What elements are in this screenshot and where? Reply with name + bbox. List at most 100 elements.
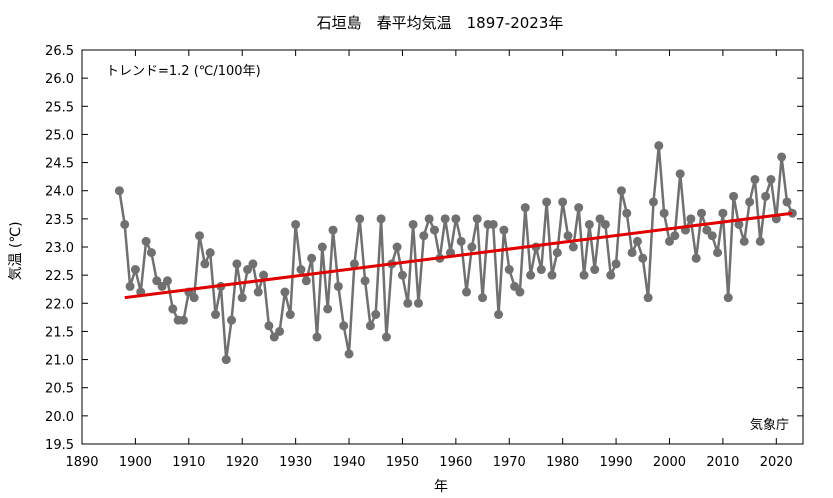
data-point	[462, 287, 472, 297]
data-point	[344, 349, 354, 359]
data-point	[616, 186, 626, 196]
x-tick-label: 2020	[760, 455, 793, 470]
data-point	[413, 298, 423, 308]
data-point	[659, 208, 669, 218]
data-point	[600, 219, 610, 229]
data-point	[429, 225, 439, 235]
y-tick-label: 25.5	[45, 100, 74, 115]
data-point	[627, 248, 637, 258]
data-point	[691, 253, 701, 263]
data-point	[713, 248, 723, 258]
data-point	[552, 248, 562, 258]
trend-line	[124, 211, 793, 300]
data-point	[643, 293, 653, 303]
data-point	[478, 293, 488, 303]
data-point	[333, 281, 343, 291]
data-point	[227, 315, 237, 325]
data-point	[467, 242, 477, 252]
data-point	[259, 270, 269, 280]
data-point	[745, 197, 755, 207]
data-point	[547, 270, 557, 280]
data-point	[269, 332, 279, 342]
data-point	[611, 259, 621, 269]
x-tick-label: 1950	[386, 455, 419, 470]
data-point	[739, 236, 749, 246]
data-point	[312, 332, 322, 342]
data-point	[205, 248, 215, 258]
trend-annotation: トレンド=1.2 (℃/100年)	[106, 64, 261, 79]
data-point	[291, 219, 301, 229]
data-point	[590, 265, 600, 275]
y-tick-label: 22.5	[45, 269, 74, 284]
data-point	[606, 270, 616, 280]
y-axis-label: 気温 (℃)	[8, 221, 24, 280]
data-point	[718, 208, 728, 218]
data-point	[456, 236, 466, 246]
y-tick-label: 25.0	[45, 128, 74, 143]
data-point	[440, 214, 450, 224]
data-point	[632, 236, 642, 246]
x-tick-label: 1970	[493, 455, 526, 470]
y-tick-label: 20.0	[45, 410, 74, 425]
x-tick-label: 1910	[172, 455, 205, 470]
data-point	[766, 174, 776, 184]
data-point	[146, 248, 156, 258]
data-point	[520, 203, 530, 213]
data-point	[232, 259, 242, 269]
data-point	[403, 298, 413, 308]
data-point	[494, 310, 504, 320]
data-point	[152, 276, 162, 286]
data-point	[392, 242, 402, 252]
x-tick-label: 1920	[226, 455, 259, 470]
y-tick-label: 19.5	[45, 438, 74, 453]
data-point	[675, 169, 685, 179]
data-point	[360, 276, 370, 286]
data-point	[584, 219, 594, 229]
data-point	[275, 326, 285, 336]
data-point	[510, 281, 520, 291]
x-axis: 1890 1900 1910 1920 1930 1940 1950 1960 1970 1980…	[65, 50, 793, 470]
data-point	[125, 281, 135, 291]
data-point	[654, 141, 664, 151]
data-point	[301, 276, 311, 286]
data-point	[526, 270, 536, 280]
y-tick-label: 23.0	[45, 241, 74, 256]
data-point	[723, 293, 733, 303]
data-point	[638, 253, 648, 263]
chart-title: 石垣島 春平均気温 1897-2023年	[317, 14, 564, 32]
data-point	[248, 259, 258, 269]
y-tick-label: 22.0	[45, 297, 74, 312]
data-point	[568, 242, 578, 252]
data-point	[376, 214, 386, 224]
data-point	[536, 265, 546, 275]
data-point	[280, 287, 290, 297]
data-point	[670, 231, 680, 241]
data-point	[243, 265, 253, 275]
data-point	[595, 214, 605, 224]
data-point	[189, 293, 199, 303]
data-point	[697, 208, 707, 218]
data-point	[419, 231, 429, 241]
data-point	[504, 265, 514, 275]
y-tick-label: 20.5	[45, 382, 74, 397]
data-point	[221, 355, 231, 365]
data-point	[120, 219, 130, 229]
x-tick-label: 1960	[439, 455, 472, 470]
data-point	[782, 197, 792, 207]
data-point	[729, 191, 739, 201]
data-point	[515, 287, 525, 297]
data-point	[365, 321, 375, 331]
data-point	[355, 214, 365, 224]
data-point	[371, 310, 381, 320]
data-point	[349, 259, 359, 269]
data-point	[114, 186, 124, 196]
data-point	[563, 231, 573, 241]
data-point	[707, 231, 717, 241]
x-tick-label: 1930	[279, 455, 312, 470]
data-point	[296, 265, 306, 275]
data-point	[157, 281, 167, 291]
data-point	[285, 310, 295, 320]
data-point	[755, 236, 765, 246]
data-point	[130, 265, 140, 275]
